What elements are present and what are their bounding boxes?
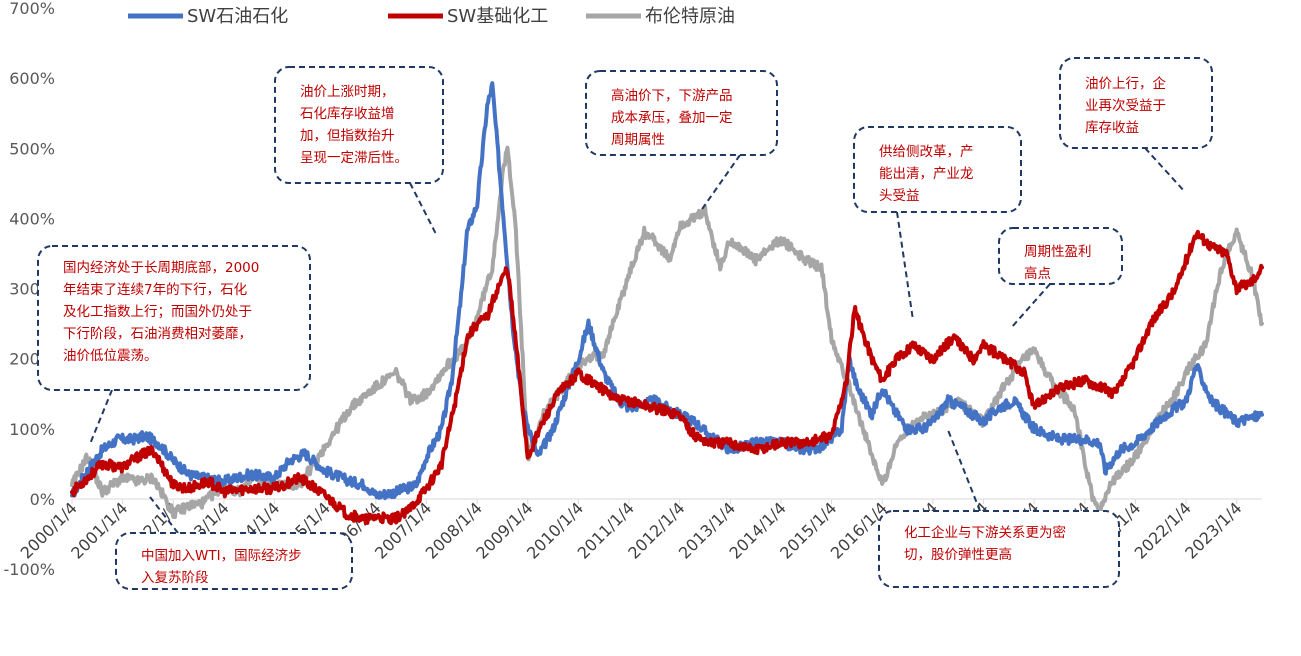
callout-text: 业再次受益于 [1085, 98, 1166, 114]
callout-text: 周期性盈利 [1024, 244, 1092, 260]
callout-box [37, 245, 311, 391]
callout-text: 能出清，产业龙 [879, 166, 974, 182]
callout-text: 呈现一定滞后性。 [300, 150, 408, 166]
callout-box [853, 126, 1022, 213]
legend-label: SW石油石化 [187, 6, 288, 27]
callout-text: 周期属性 [611, 132, 665, 148]
callout-text: 中国加入WTI，国际经济步 [141, 548, 302, 564]
y-tick-label: 0% [30, 490, 55, 509]
callout-pointer [149, 496, 179, 534]
y-tick-label: 100% [9, 420, 55, 439]
callout-box [878, 510, 1120, 588]
callout-text: 头受益 [879, 188, 920, 204]
callout-text: 高点 [1024, 265, 1051, 282]
callout-box [1059, 57, 1213, 149]
callout-text: 油价低位震荡。 [63, 348, 158, 364]
callout-pointer [1010, 283, 1051, 329]
callout-text: 石化库存收益增 [300, 106, 395, 122]
callout-text: 库存收益 [1085, 120, 1139, 136]
callout-box [998, 227, 1123, 285]
callout-text: 成本承压，叠加一定 [611, 110, 733, 126]
callout-text: 切，股价弹性更高 [904, 546, 1012, 563]
y-tick-label: 700% [9, 0, 55, 18]
callout-pointer [896, 211, 914, 321]
y-tick-label: 600% [9, 69, 55, 88]
series-line [70, 81, 1264, 501]
callout-box [115, 532, 353, 590]
callout-pointer [89, 389, 113, 445]
series-line [70, 229, 1264, 526]
callout-text: 油价上行，企 [1085, 75, 1166, 92]
callout-text: 年结束了连续7年的下行，石化 [63, 282, 247, 298]
y-tick-label: 400% [9, 209, 55, 228]
callout-text: 国内经济处于长周期底部，2000 [63, 260, 259, 276]
callout-text: 化工企业与下游关系更为密 [904, 524, 1066, 541]
callout-box [585, 70, 778, 156]
callout-pointer [947, 429, 981, 512]
y-tick-label: -100% [3, 560, 55, 579]
callout-text: 加，但指数抬升 [300, 128, 395, 144]
legend: SW石油石化 SW基础化工 布伦特原油 [128, 6, 735, 27]
callout-text: 油价上涨时期， [300, 84, 395, 100]
legend-label: SW基础化工 [447, 6, 548, 27]
callout-text: 供给侧改革，产 [879, 144, 974, 160]
callout-pointer [1144, 147, 1186, 193]
callout-text: 高油价下，下游产品 [611, 87, 733, 104]
callout-text: 及化工指数上行；而国外仍处于 [63, 304, 252, 320]
callout-text: 入复苏阶段 [141, 569, 209, 586]
callout-box [274, 66, 444, 184]
callout-pointer [409, 182, 438, 237]
y-tick-label: 500% [9, 139, 55, 158]
callout-text: 下行阶段，石油消费相对萎靡， [63, 325, 252, 342]
annotation-layer: 国内经济处于长周期底部，2000 年结束了连续7年的下行，石化及化工指数上行；而国… [37, 57, 1213, 590]
plot-area [70, 81, 1264, 526]
legend-label: 布伦特原油 [645, 6, 735, 27]
callout-pointer [699, 154, 741, 213]
